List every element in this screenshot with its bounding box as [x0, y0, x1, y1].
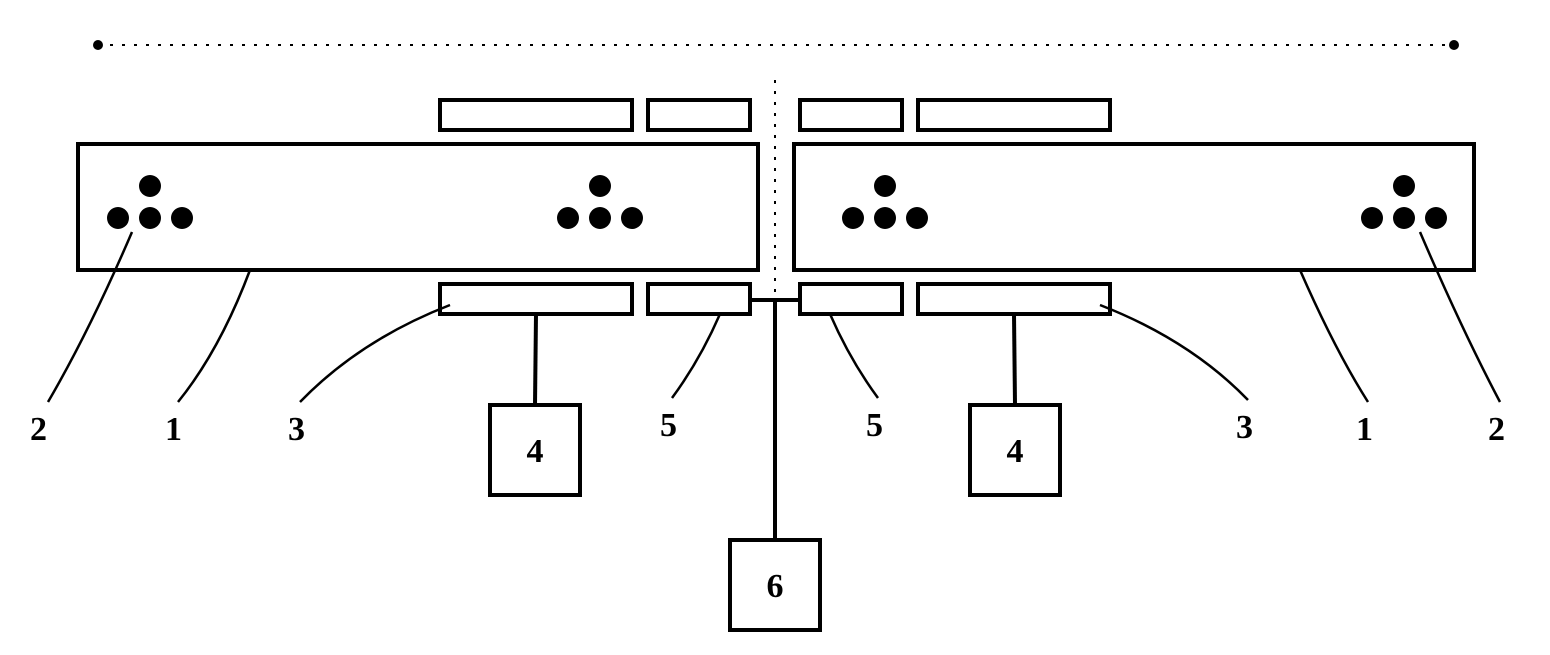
small-rect-top [648, 100, 750, 130]
leader-line [1300, 270, 1368, 402]
leader-label: 5 [866, 407, 883, 444]
stem-line [1014, 314, 1015, 405]
leader-line [300, 305, 450, 402]
top-line-end-dot [93, 40, 103, 50]
small-rect-top [918, 100, 1110, 130]
leader-line [1100, 305, 1248, 400]
cluster-dot [1361, 207, 1383, 229]
leader-line [830, 314, 878, 398]
cluster-dot [139, 207, 161, 229]
stem-line [535, 314, 536, 405]
small-rect-bottom [918, 284, 1110, 314]
small-rect-bottom [648, 284, 750, 314]
leader-line [178, 270, 250, 402]
cluster-dot [874, 175, 896, 197]
small-rect-top [440, 100, 632, 130]
cluster-dot [906, 207, 928, 229]
cluster-dot [874, 207, 896, 229]
small-rect-top [800, 100, 902, 130]
leader-line [1420, 232, 1500, 402]
leader-label: 3 [1236, 409, 1253, 446]
cluster-dot [621, 207, 643, 229]
leader-label: 1 [165, 411, 182, 448]
diagram-canvas: 4 4 6 2 1 3 5 5 3 1 2 [0, 0, 1550, 655]
cluster-dot [1393, 207, 1415, 229]
cluster-dot [171, 207, 193, 229]
box-6-label: 6 [767, 568, 784, 605]
leader-line [48, 232, 132, 402]
large-box [78, 144, 758, 270]
cluster-dot [557, 207, 579, 229]
leader-line [672, 314, 720, 398]
cluster-dot [842, 207, 864, 229]
leader-label: 2 [30, 411, 47, 448]
box-4-label: 4 [1007, 433, 1024, 470]
cluster-dot [589, 175, 611, 197]
small-rect-bottom [440, 284, 632, 314]
cluster-dot [107, 207, 129, 229]
leader-label: 1 [1356, 411, 1373, 448]
cluster-dot [1393, 175, 1415, 197]
cluster-dot [139, 175, 161, 197]
leader-label: 2 [1488, 411, 1505, 448]
top-line-end-dot [1449, 40, 1459, 50]
cluster-dot [589, 207, 611, 229]
leader-label: 5 [660, 407, 677, 444]
cluster-dot [1425, 207, 1447, 229]
box-4-label: 4 [527, 433, 544, 470]
small-rect-bottom [800, 284, 902, 314]
leader-label: 3 [288, 411, 305, 448]
